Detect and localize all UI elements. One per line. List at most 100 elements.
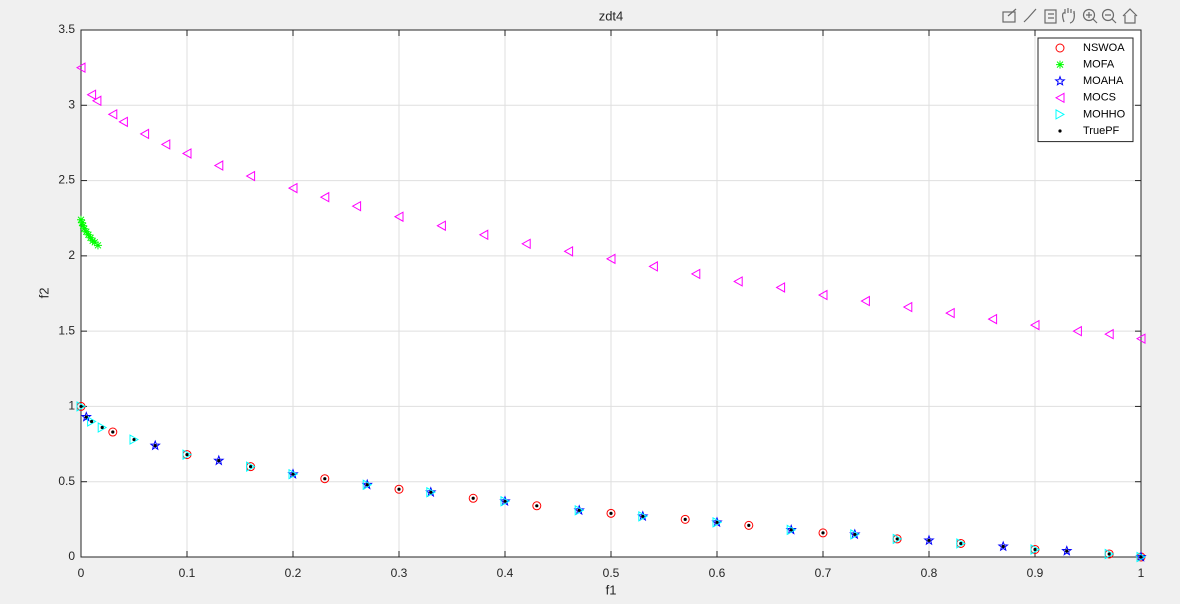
marker bbox=[478, 229, 489, 241]
marker bbox=[817, 289, 828, 301]
marker bbox=[1107, 552, 1111, 556]
marker bbox=[715, 520, 719, 524]
datatip-button[interactable] bbox=[1044, 9, 1057, 24]
marker bbox=[680, 514, 690, 524]
marker bbox=[86, 233, 95, 242]
marker bbox=[786, 524, 797, 536]
home-button[interactable] bbox=[1122, 8, 1138, 24]
marker bbox=[503, 499, 507, 503]
x-tick-label: 0.6 bbox=[709, 566, 726, 580]
brush-button[interactable] bbox=[1023, 8, 1037, 23]
marker bbox=[249, 465, 253, 469]
marker bbox=[1135, 333, 1146, 345]
marker bbox=[393, 211, 404, 223]
marker bbox=[91, 95, 102, 107]
marker bbox=[129, 434, 140, 445]
marker bbox=[956, 538, 966, 549]
x-axis-label: f1 bbox=[606, 582, 617, 597]
marker bbox=[892, 533, 903, 545]
y-tick-label: 3.5 bbox=[58, 22, 75, 36]
marker bbox=[468, 493, 478, 503]
marker bbox=[84, 230, 93, 239]
marker bbox=[605, 253, 616, 265]
marker bbox=[733, 276, 743, 287]
marker bbox=[927, 538, 931, 543]
marker bbox=[789, 528, 793, 532]
x-tick-label: 0.7 bbox=[815, 566, 832, 580]
legend-label: NSWOA bbox=[1083, 42, 1125, 54]
marker bbox=[76, 401, 87, 412]
series bbox=[75, 62, 1146, 345]
marker bbox=[82, 227, 91, 236]
marker bbox=[683, 517, 687, 521]
marker bbox=[107, 108, 118, 120]
marker bbox=[1001, 544, 1005, 549]
export-button[interactable] bbox=[1002, 8, 1017, 23]
marker bbox=[436, 220, 446, 232]
marker bbox=[641, 514, 645, 518]
legend-marker bbox=[1056, 60, 1064, 69]
marker bbox=[821, 531, 825, 535]
marker bbox=[78, 218, 87, 227]
marker bbox=[563, 245, 574, 257]
series bbox=[79, 404, 1143, 559]
legend-marker bbox=[1058, 129, 1062, 133]
x-tick-label: 0.1 bbox=[179, 566, 196, 580]
zoom-out-button[interactable] bbox=[1101, 8, 1117, 24]
toolbar[interactable] bbox=[1002, 8, 1138, 24]
marker bbox=[500, 495, 511, 507]
marker bbox=[1104, 328, 1114, 340]
y-tick-label: 1 bbox=[68, 399, 75, 413]
marker bbox=[818, 528, 828, 538]
chart-title: zdt4 bbox=[599, 8, 624, 23]
marker bbox=[245, 170, 256, 182]
marker bbox=[535, 504, 539, 508]
marker bbox=[895, 537, 899, 541]
marker bbox=[521, 238, 531, 250]
marker bbox=[149, 439, 161, 451]
marker bbox=[902, 301, 913, 313]
pan-button[interactable] bbox=[1062, 8, 1075, 24]
marker bbox=[87, 416, 97, 427]
y-tick-label: 2.5 bbox=[58, 173, 75, 187]
legend-label: MOFA bbox=[1083, 59, 1115, 71]
marker bbox=[1061, 545, 1073, 556]
marker bbox=[365, 483, 369, 487]
marker bbox=[638, 510, 648, 522]
marker bbox=[1104, 548, 1115, 560]
marker bbox=[77, 215, 85, 224]
x-tick-label: 0.3 bbox=[391, 566, 408, 580]
legend-label: MOHHO bbox=[1083, 108, 1126, 120]
y-tick-label: 0.5 bbox=[58, 474, 75, 488]
marker bbox=[287, 182, 298, 194]
marker bbox=[945, 307, 955, 319]
marker bbox=[79, 404, 83, 409]
y-tick-label: 3 bbox=[68, 97, 75, 111]
marker bbox=[609, 511, 613, 515]
marker bbox=[923, 534, 935, 546]
marker bbox=[606, 508, 616, 518]
marker bbox=[139, 128, 150, 140]
marker bbox=[426, 486, 436, 498]
zoom-in-button[interactable] bbox=[1082, 8, 1098, 24]
marker bbox=[185, 453, 189, 457]
series bbox=[77, 215, 102, 250]
legend: NSWOA MOFA MOAHA MOCS MOHHO TruePF bbox=[1037, 37, 1134, 143]
marker bbox=[153, 443, 157, 448]
legend-marker bbox=[1055, 109, 1066, 120]
axes-box bbox=[80, 29, 1142, 558]
marker bbox=[80, 411, 92, 422]
marker bbox=[320, 474, 330, 484]
marker bbox=[1139, 555, 1143, 559]
marker bbox=[987, 313, 998, 325]
marker bbox=[850, 529, 860, 540]
marker bbox=[429, 490, 433, 494]
marker bbox=[860, 295, 870, 307]
marker bbox=[90, 419, 94, 424]
marker bbox=[648, 261, 658, 272]
marker bbox=[747, 523, 751, 527]
marker bbox=[1033, 547, 1037, 552]
marker bbox=[690, 268, 701, 280]
legend-box bbox=[1037, 37, 1134, 143]
